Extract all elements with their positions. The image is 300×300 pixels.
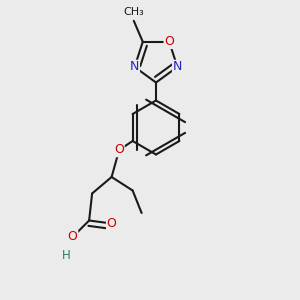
Text: O: O [107, 217, 117, 230]
Text: O: O [164, 35, 174, 48]
Text: H: H [61, 249, 70, 262]
Text: O: O [68, 230, 78, 244]
Text: N: N [173, 61, 182, 74]
Text: O: O [114, 143, 124, 157]
Text: CH₃: CH₃ [123, 7, 144, 17]
Text: N: N [130, 61, 139, 74]
